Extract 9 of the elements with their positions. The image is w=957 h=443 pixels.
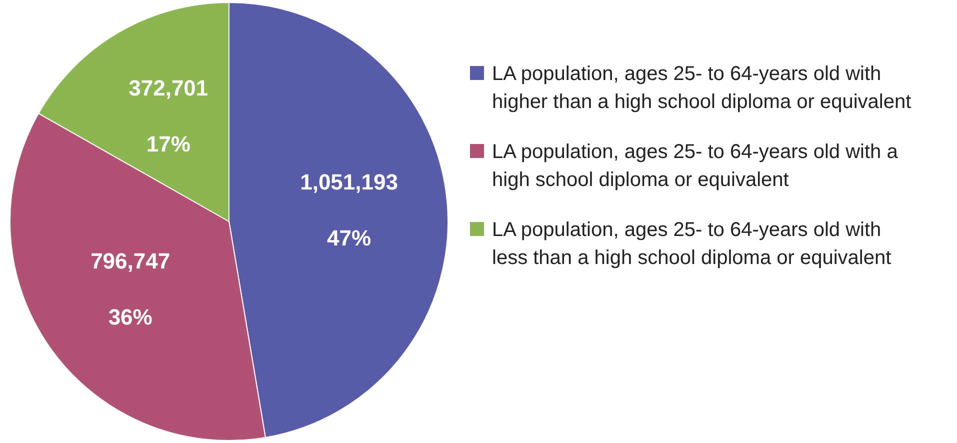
data-label: 372,701: [128, 75, 208, 100]
data-label: 1,051,193: [300, 170, 398, 194]
legend-label: LA population, ages 25- to 64-years old with less than a high school diploma or equivalent: [492, 218, 892, 271]
text: 36%: [108, 304, 152, 330]
legend-label: LA population, ages 25- to 64-years old with a high school diploma or equivalent: [492, 140, 899, 193]
text: 47%: [327, 226, 372, 250]
text: 17%: [146, 131, 190, 156]
legend-label: LA population, ages 25- to 64-years old with higher than a high school diploma or equivalent: [492, 62, 912, 115]
data-label: 796,747: [90, 248, 170, 274]
